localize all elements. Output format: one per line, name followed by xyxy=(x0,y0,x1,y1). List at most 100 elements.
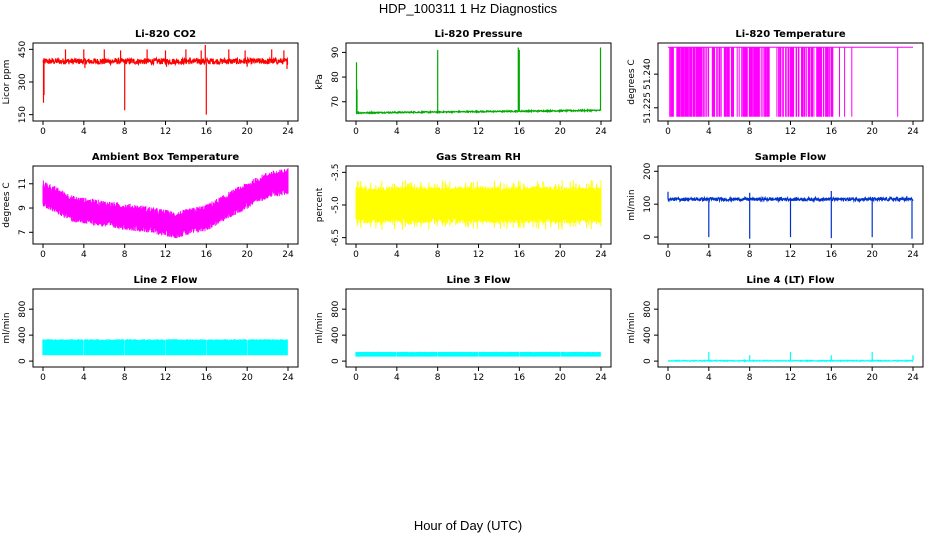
y-axis-label: ml/min xyxy=(2,312,12,343)
x-tick-label: 4 xyxy=(706,250,712,260)
x-tick-label: 0 xyxy=(40,373,46,383)
x-tick-label: 24 xyxy=(282,127,294,137)
x-tick-label: 16 xyxy=(514,127,526,137)
x-tick-label: 4 xyxy=(706,127,712,137)
panel-title: Li-820 Temperature xyxy=(735,29,845,40)
panel-3: Ambient Box Temperature degrees C 0 4 8 12 16 2… xyxy=(2,152,299,260)
x-tick-label: 12 xyxy=(785,250,796,260)
x-tick-label: 16 xyxy=(514,250,526,260)
x-tick-label: 24 xyxy=(282,250,294,260)
x-tick-label: 8 xyxy=(435,250,441,260)
panel-7: Line 3 Flow ml/min 0 4 8 12 16 20 24 0 400 800 xyxy=(315,275,612,383)
x-tick-label: 4 xyxy=(394,127,400,137)
data-series xyxy=(355,351,601,357)
series-line xyxy=(355,180,602,231)
x-tick-label: 16 xyxy=(826,127,838,137)
y-tick-label: 7 xyxy=(18,229,28,235)
data-series xyxy=(355,180,602,231)
panel-title: Sample Flow xyxy=(755,152,827,163)
series-line xyxy=(42,45,289,115)
panel-4: Gas Stream RH percent 0 4 8 12 16 20 24 -6.5 -5.0 -… xyxy=(315,152,612,260)
x-tick-label: 20 xyxy=(241,373,253,383)
x-tick-label: 12 xyxy=(160,373,171,383)
x-tick-label: 8 xyxy=(747,127,753,137)
y-tick-label: 800 xyxy=(18,300,28,317)
y-tick-label: 400 xyxy=(331,326,341,343)
panel-1: Li-820 Pressure kPa 0 4 8 12 16 20 24 70 80 90 xyxy=(315,29,612,137)
x-tick-label: 16 xyxy=(514,373,526,383)
x-tick-label: 12 xyxy=(785,373,796,383)
x-tick-label: 8 xyxy=(122,373,128,383)
y-tick-label: -5.0 xyxy=(331,196,341,214)
figure-title: HDP_100311 1 Hz Diagnostics xyxy=(378,1,558,16)
y-tick-label: 200 xyxy=(643,162,653,179)
y-tick-label: 0 xyxy=(331,358,341,364)
plot-frame xyxy=(345,42,612,122)
panel-title: Gas Stream RH xyxy=(436,152,521,163)
y-tick-label: 400 xyxy=(643,326,653,343)
series-line xyxy=(668,46,913,117)
x-tick-label: 12 xyxy=(473,127,484,137)
data-series xyxy=(42,168,289,239)
panel-6: Line 2 Flow ml/min 0 4 8 12 16 20 24 0 400 800 xyxy=(2,275,299,383)
x-tick-label: 4 xyxy=(81,373,87,383)
y-axis-label: ml/min xyxy=(627,189,637,220)
x-tick-label: 12 xyxy=(473,373,484,383)
x-tick-label: 8 xyxy=(747,373,753,383)
x-tick-label: 4 xyxy=(706,373,712,383)
x-tick-label: 0 xyxy=(353,127,359,137)
x-tick-label: 12 xyxy=(473,250,484,260)
y-tick-label: 100 xyxy=(643,195,653,212)
data-series xyxy=(667,191,914,239)
x-axis-label: Hour of Day (UTC) xyxy=(413,518,523,533)
y-tick-label: 51.240 xyxy=(643,58,653,90)
y-axis-label: ml/min xyxy=(627,312,637,343)
y-tick-label: 11 xyxy=(18,178,28,189)
x-tick-label: 24 xyxy=(282,373,294,383)
panel-title: Ambient Box Temperature xyxy=(92,152,239,163)
y-tick-label: 300 xyxy=(18,73,28,90)
x-tick-label: 20 xyxy=(554,127,566,137)
x-tick-label: 4 xyxy=(394,250,400,260)
x-tick-label: 24 xyxy=(595,250,607,260)
y-tick-label: 800 xyxy=(331,300,341,317)
x-tick-label: 24 xyxy=(907,127,919,137)
y-tick-label: 800 xyxy=(643,300,653,317)
series-line xyxy=(355,47,602,115)
x-tick-label: 24 xyxy=(907,250,919,260)
x-tick-label: 0 xyxy=(40,127,46,137)
y-tick-label: 51.225 xyxy=(643,92,653,124)
y-tick-label: 0 xyxy=(643,234,653,240)
x-tick-label: 12 xyxy=(160,127,171,137)
y-tick-label: 9 xyxy=(18,205,28,211)
x-tick-label: 24 xyxy=(595,127,607,137)
panel-title: Line 3 Flow xyxy=(447,275,511,286)
panel-2: Li-820 Temperature degrees C 0 4 8 12 16 20 24 51… xyxy=(627,29,924,137)
panel-5: Sample Flow ml/min 0 4 8 12 16 20 24 0 100 200 xyxy=(627,152,924,260)
y-axis-label: degrees C xyxy=(2,182,12,227)
series-line xyxy=(42,339,288,356)
x-tick-label: 8 xyxy=(435,373,441,383)
x-tick-label: 8 xyxy=(747,250,753,260)
x-tick-label: 16 xyxy=(826,373,838,383)
y-tick-label: 0 xyxy=(643,358,653,364)
panel-8: Line 4 (LT) Flow ml/min 0 4 8 12 16 20 24 0 400 800 xyxy=(627,275,924,383)
x-tick-label: 16 xyxy=(826,250,838,260)
x-tick-label: 24 xyxy=(907,373,919,383)
series-line xyxy=(668,352,914,363)
x-tick-label: 24 xyxy=(595,373,607,383)
x-tick-label: 20 xyxy=(866,373,878,383)
y-tick-label: -3.5 xyxy=(331,164,341,182)
data-series xyxy=(42,45,289,115)
x-tick-label: 20 xyxy=(241,127,253,137)
y-tick-label: 150 xyxy=(18,106,28,123)
x-tick-label: 20 xyxy=(554,373,566,383)
x-tick-label: 20 xyxy=(866,250,878,260)
y-axis-label: kPa xyxy=(315,74,325,90)
x-tick-label: 12 xyxy=(785,127,796,137)
y-axis-label: ml/min xyxy=(315,312,325,343)
y-axis-label: degrees C xyxy=(627,59,637,104)
x-tick-label: 8 xyxy=(435,127,441,137)
x-tick-label: 16 xyxy=(201,373,213,383)
